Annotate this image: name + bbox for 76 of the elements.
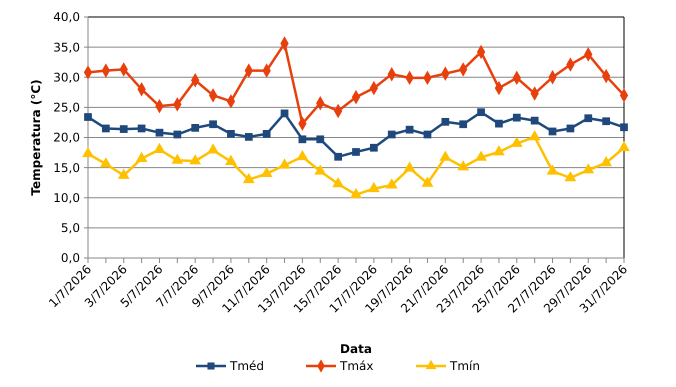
y-tick-label: 5,0: [60, 221, 80, 236]
point: [512, 114, 521, 122]
point: [457, 160, 470, 170]
point: [260, 166, 273, 178]
legend-label: Tmáx: [339, 359, 374, 374]
point: [156, 128, 164, 137]
point: [370, 144, 378, 152]
point: [242, 172, 255, 184]
point: [209, 120, 217, 128]
y-tick-label: 15,0: [53, 160, 80, 175]
point: [441, 118, 450, 126]
point: [191, 124, 200, 132]
point: [189, 154, 202, 164]
point: [493, 145, 505, 156]
point: [316, 135, 324, 144]
point: [102, 124, 110, 132]
y-tick-label: 35,0: [53, 40, 80, 54]
point: [244, 133, 253, 141]
point: [120, 125, 128, 133]
point: [620, 123, 628, 132]
point: [350, 188, 362, 198]
point: [332, 177, 344, 188]
point: [495, 120, 503, 128]
point: [548, 128, 556, 136]
point: [582, 163, 594, 174]
y-tick-label: 30,0: [53, 70, 80, 84]
point: [280, 110, 288, 118]
point: [118, 168, 130, 179]
point: [475, 150, 487, 161]
point: [207, 143, 219, 154]
point: [439, 150, 452, 161]
y-axis-title: Temperatura (°C): [29, 79, 43, 196]
point: [84, 113, 92, 121]
point: [225, 154, 237, 165]
point: [528, 130, 541, 140]
point: [171, 154, 184, 164]
point: [173, 130, 182, 138]
y-tick-label: 10,0: [53, 190, 80, 205]
x-axis-title: Data: [340, 342, 372, 356]
point: [422, 176, 434, 187]
point: [298, 135, 306, 144]
point: [82, 146, 94, 158]
point: [227, 130, 235, 138]
point: [278, 158, 290, 169]
point: [564, 171, 576, 182]
point: [334, 152, 342, 161]
point: [262, 130, 271, 138]
point: [138, 124, 146, 132]
y-tick-label: 20,0: [53, 130, 80, 145]
point: [424, 130, 432, 138]
point: [368, 182, 380, 192]
point: [566, 124, 574, 132]
point: [296, 150, 308, 160]
point: [459, 120, 468, 128]
y-tick-label: 25,0: [53, 100, 80, 115]
point: [618, 140, 630, 152]
point: [546, 164, 558, 175]
y-tick-label: 0,0: [60, 251, 80, 266]
point: [404, 161, 416, 172]
point: [136, 152, 148, 162]
point: [530, 116, 539, 125]
point: [100, 157, 112, 168]
legend-label: Tmín: [449, 359, 480, 374]
point: [352, 148, 360, 156]
point: [388, 130, 396, 138]
point: [386, 178, 398, 188]
point: [602, 117, 610, 126]
point: [510, 136, 523, 147]
point: [477, 108, 485, 116]
point: [314, 164, 326, 175]
point: [600, 156, 612, 166]
y-tick-label: 40,0: [53, 10, 80, 24]
legend-label: Tméd: [229, 359, 264, 374]
point: [154, 142, 166, 153]
point: [584, 114, 592, 122]
point: [406, 126, 414, 134]
